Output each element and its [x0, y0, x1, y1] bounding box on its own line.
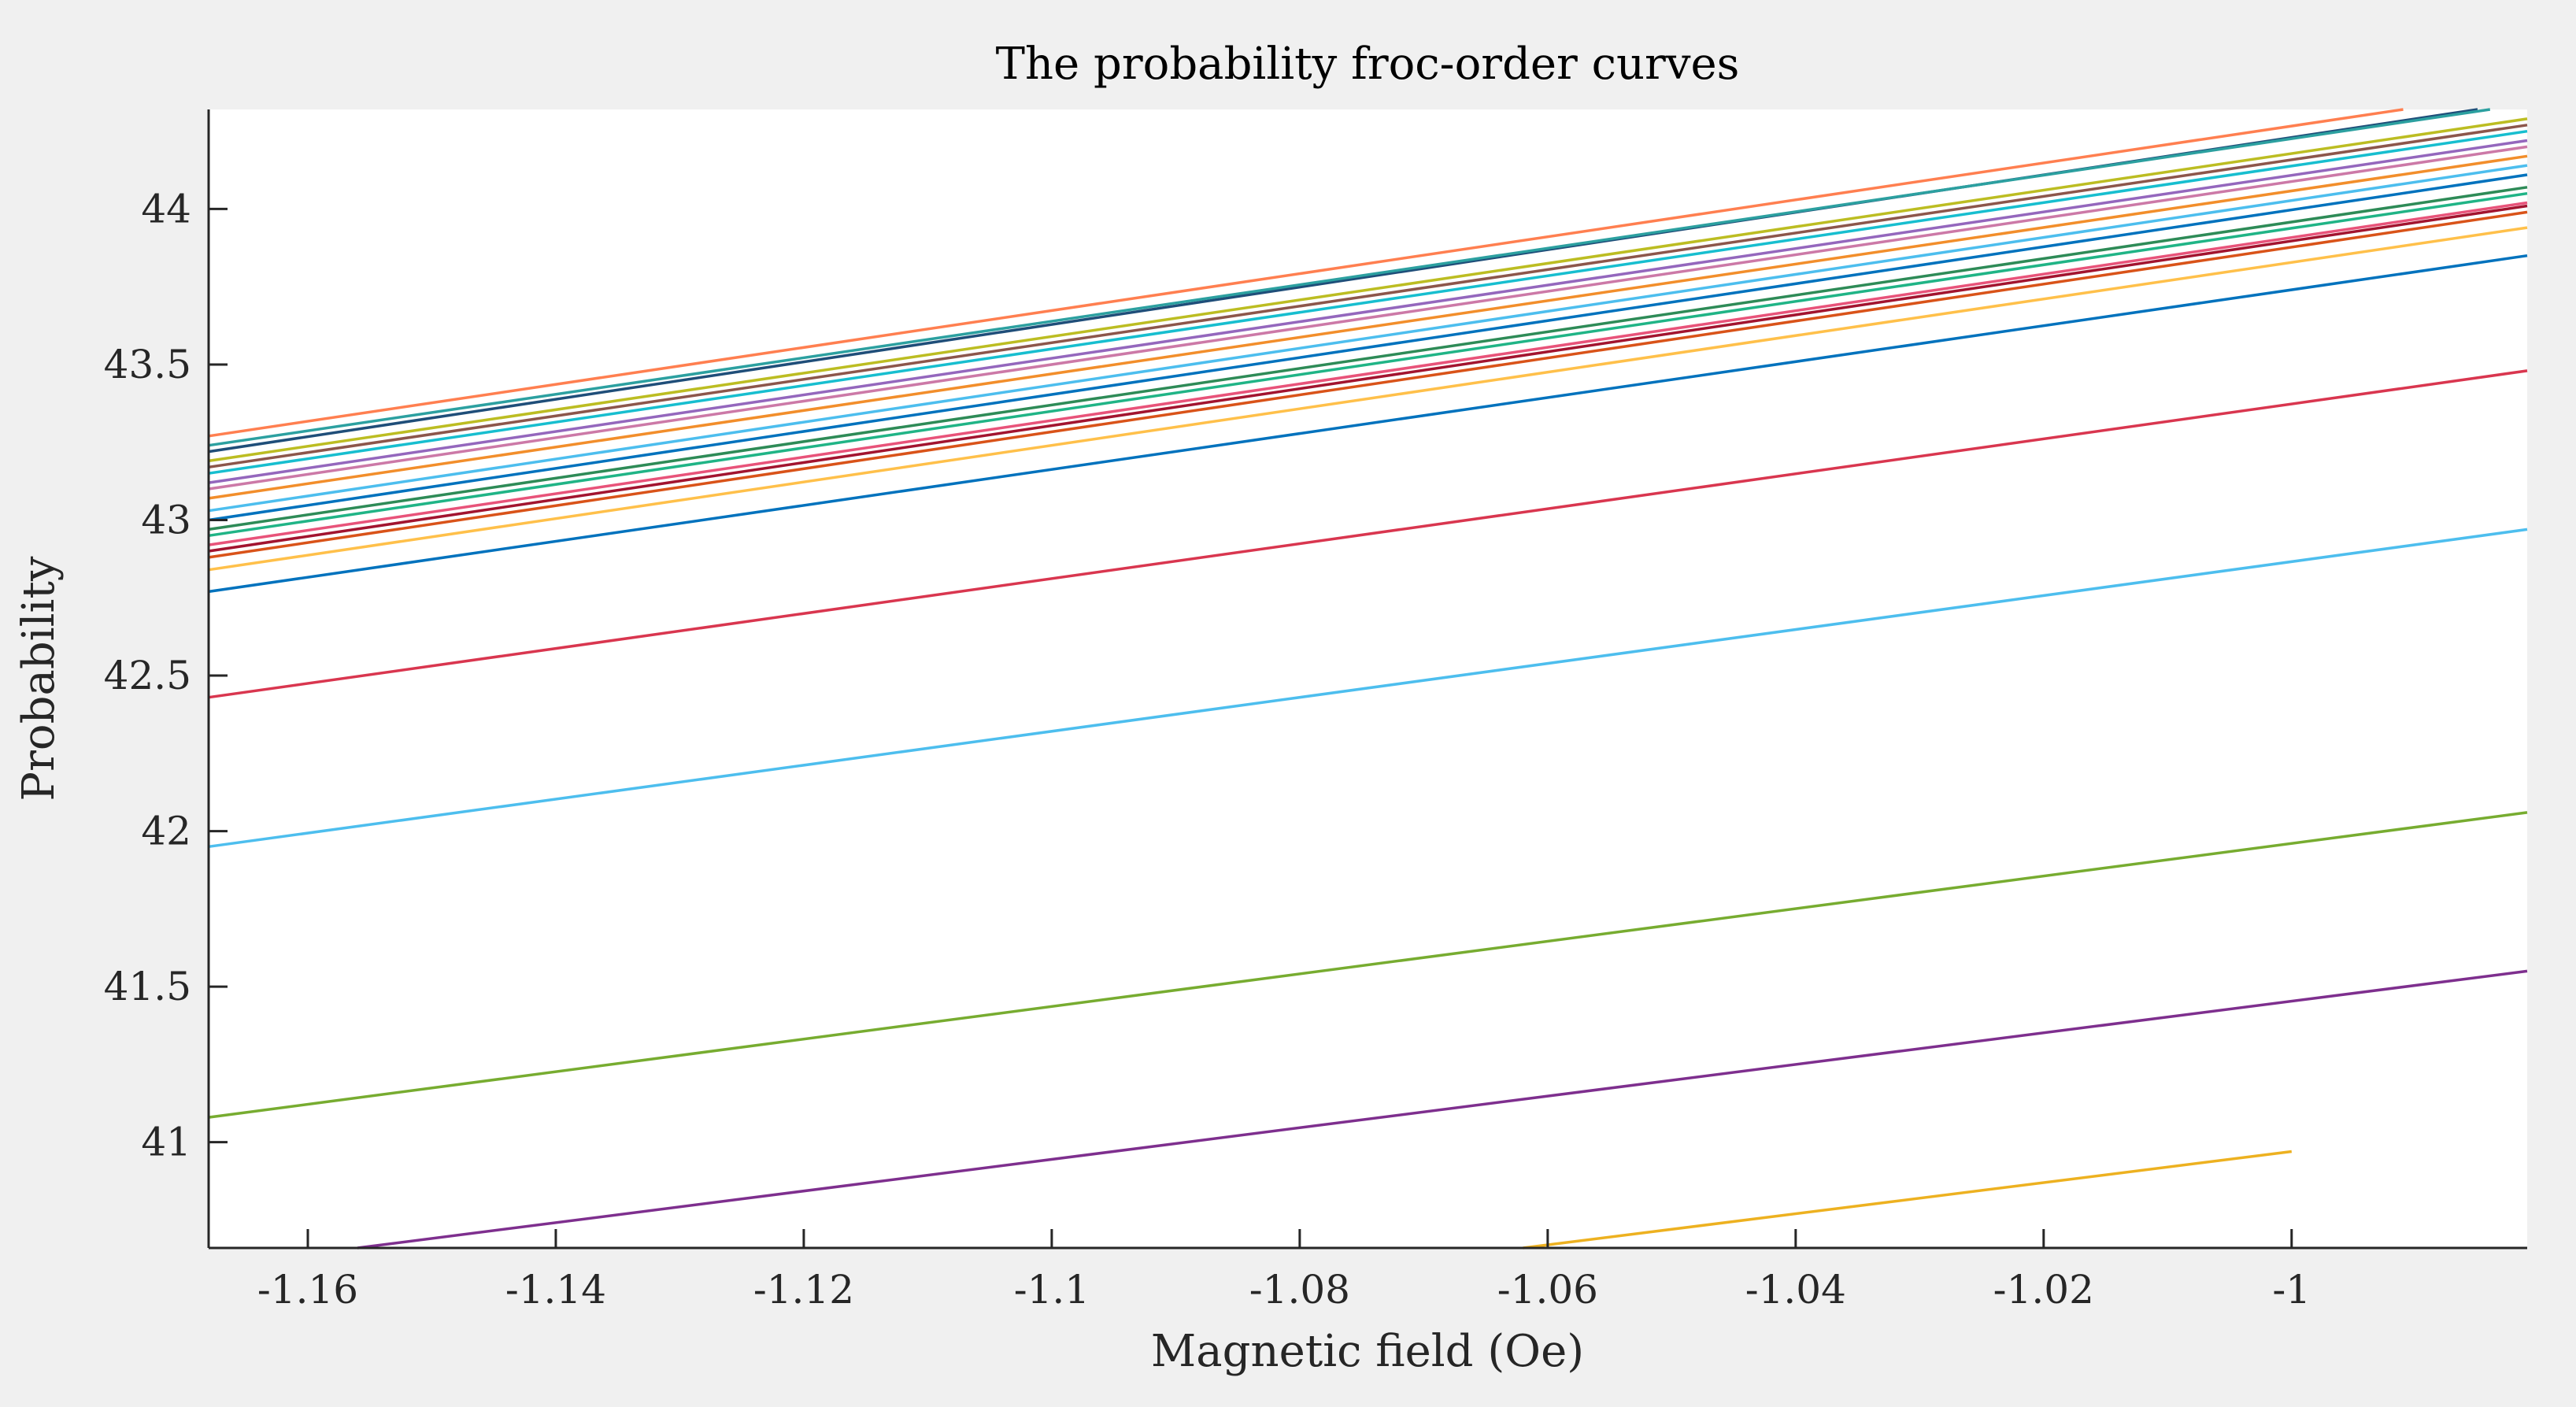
y-tick-label: 42 — [141, 809, 191, 854]
series-line-8 — [208, 210, 2528, 559]
series-line-15 — [208, 154, 2528, 500]
series-line-9 — [208, 204, 2528, 553]
x-tick-label: -1.06 — [1497, 1267, 1598, 1313]
series-line-12 — [208, 186, 2528, 531]
series-line-16 — [208, 145, 2528, 491]
series-line-14 — [208, 164, 2528, 513]
y-tick-label: 41 — [141, 1120, 191, 1165]
y-axis-title: Probability — [13, 556, 65, 801]
series-line-18 — [208, 129, 2528, 475]
x-tick-label: -1 — [2272, 1267, 2311, 1313]
x-tick-label: -1.16 — [257, 1267, 358, 1313]
series-line-23 — [208, 108, 2404, 438]
y-tick-label: 44 — [141, 186, 191, 231]
x-tick-label: -1.02 — [1993, 1267, 2094, 1313]
x-tick-label: -1.1 — [1014, 1267, 1090, 1313]
series-line-13 — [208, 173, 2528, 522]
x-ticks: -1.16 -1.14 -1.12 -1.1 -1.08 -1.06 -1.04 -1.02 -… — [257, 1229, 2311, 1313]
series-line-20 — [208, 117, 2528, 463]
x-tick-label: -1.04 — [1745, 1267, 1846, 1313]
y-tick-label: 41.5 — [104, 964, 191, 1009]
x-tick-label: -1.12 — [753, 1267, 854, 1313]
y-tick-label: 43.5 — [104, 342, 191, 387]
series-line-1 — [1523, 1150, 2293, 1250]
series-line-19 — [208, 124, 2528, 469]
series-line-17 — [208, 139, 2528, 484]
series-line-3 — [208, 811, 2528, 1119]
plot-area — [209, 109, 2527, 1248]
series-line-5 — [208, 369, 2528, 699]
series-line-2 — [357, 969, 2528, 1250]
x-axis-title: Magnetic field (Oe) — [1151, 1326, 1584, 1377]
y-ticks: 41 41.5 42 42.5 43 43.5 44 — [104, 186, 228, 1165]
x-tick-label: -1.14 — [505, 1267, 606, 1313]
y-tick-label: 42.5 — [104, 653, 191, 698]
series-line-4 — [208, 528, 2528, 849]
series-layer — [208, 108, 2528, 1250]
x-tick-label: -1.08 — [1249, 1267, 1350, 1313]
series-line-6 — [208, 254, 2528, 594]
series-line-11 — [208, 191, 2528, 538]
series-line-22 — [208, 108, 2491, 447]
y-tick-label: 43 — [141, 498, 191, 543]
series-line-10 — [208, 201, 2528, 546]
chart-title: The probability froc-order curves — [996, 39, 1740, 90]
series-line-7 — [208, 226, 2528, 572]
